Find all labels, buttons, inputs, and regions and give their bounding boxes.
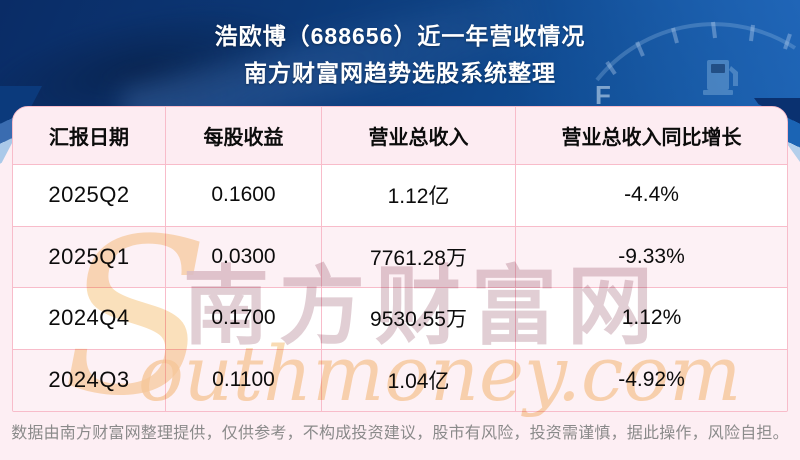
fuel-gauge-icon: F (595, 21, 797, 106)
disclaimer-text: 数据由南方财富网整理提供，仅供参考，不构成投资建议，股市有风险，投资需谨慎，据此… (11, 425, 789, 442)
page-subtitle: 南方财富网趋势选股系统整理 (244, 60, 556, 86)
table-cell-eps: 0.0300 (166, 226, 322, 288)
table-cell-eps: 0.1700 (166, 288, 322, 350)
svg-text:F: F (595, 80, 611, 106)
banner-glow-decoration (380, 0, 800, 106)
table-cell-eps: 0.1100 (166, 349, 322, 411)
table-cell-revenue: 9530.55万 (322, 288, 516, 350)
banner-titles: 浩欧博（688656）近一年营收情况 南方财富网趋势选股系统整理 (0, 18, 800, 92)
table-cell-revenue: 7761.28万 (322, 226, 516, 288)
column-header-revenue-yoy-growth: 营业总收入同比增长 (516, 107, 787, 165)
page-title: 浩欧博（688656）近一年营收情况 (214, 23, 586, 49)
column-header-total-revenue: 营业总收入 (322, 107, 516, 165)
table-cell-period: 2024Q4 (13, 288, 166, 350)
column-header-report-date: 汇报日期 (13, 107, 166, 165)
table-cell-period: 2025Q1 (13, 226, 166, 288)
table-cell-yoy: -4.4% (516, 165, 787, 227)
table-cell-period: 2024Q3 (13, 349, 166, 411)
revenue-table: 汇报日期 每股收益 营业总收入 营业总收入同比增长 2025Q2 0.1600 … (12, 106, 788, 412)
table-cell-revenue: 1.12亿 (322, 165, 516, 227)
table-cell-period: 2025Q2 (13, 165, 166, 227)
table-cell-yoy: -4.92% (516, 349, 787, 411)
header-banner: F 浩欧博（688656）近一年营收情况 南方财富网趋势选股系统整理 (0, 0, 800, 106)
table-cell-yoy: -9.33% (516, 226, 787, 288)
table-cell-yoy: 1.12% (516, 288, 787, 350)
table-cell-eps: 0.1600 (166, 165, 322, 227)
column-header-eps: 每股收益 (166, 107, 322, 165)
table-cell-revenue: 1.04亿 (322, 349, 516, 411)
